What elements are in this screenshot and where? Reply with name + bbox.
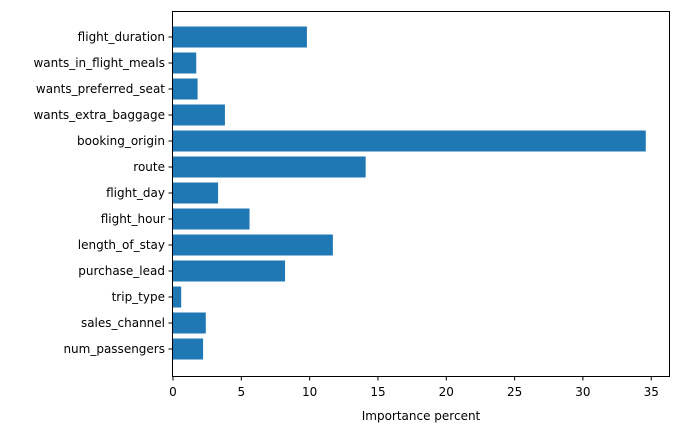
bar-flight-day bbox=[173, 182, 219, 204]
y-tick-label-flight-day: flight_day bbox=[106, 186, 165, 200]
y-tick-label-flight-hour: flight_hour bbox=[101, 212, 165, 226]
bar-wants-in-flight-meals bbox=[173, 52, 197, 74]
y-tick-label-route: route bbox=[133, 160, 165, 174]
x-tick-label-5: 5 bbox=[237, 385, 245, 399]
y-tick-label-flight-duration: flight_duration bbox=[78, 30, 165, 44]
plot-frame bbox=[172, 11, 670, 377]
x-axis-label: Importance percent bbox=[362, 409, 481, 423]
y-tick-label-booking-origin: booking_origin bbox=[77, 134, 165, 148]
y-axis-ticks: flight_duration wants_in_flight_mealswant… bbox=[33, 30, 173, 356]
bar-flight-hour bbox=[173, 208, 250, 230]
bar-trip-type bbox=[173, 286, 182, 308]
bar-wants-preferred-seat bbox=[173, 78, 198, 100]
x-tick-label-20: 20 bbox=[439, 385, 454, 399]
y-tick-label-length-of-stay: length_of_stay bbox=[78, 238, 165, 252]
bar-wants-extra-baggage bbox=[173, 104, 225, 126]
x-tick-label-10: 10 bbox=[302, 385, 317, 399]
y-tick-label-trip-type: trip_type bbox=[112, 290, 165, 304]
x-axis-ticks: 0 5 10 15 20 25 30 35 bbox=[169, 376, 659, 399]
bar-booking-origin bbox=[173, 130, 646, 152]
x-tick-label-35: 35 bbox=[644, 385, 659, 399]
y-tick-label-wants-in-flight-meals: wants_in_flight_meals bbox=[33, 56, 165, 70]
x-tick-label-25: 25 bbox=[507, 385, 522, 399]
y-tick-label-sales-channel: sales_channel bbox=[81, 316, 165, 330]
x-tick-label-0: 0 bbox=[169, 385, 177, 399]
y-tick-label-wants-preferred-seat: wants_preferred_seat bbox=[36, 82, 165, 96]
x-tick-label-30: 30 bbox=[575, 385, 590, 399]
bar-length-of-stay bbox=[173, 234, 333, 256]
bar-route bbox=[173, 156, 366, 178]
y-tick-label-wants-extra-baggage: wants_extra_baggage bbox=[33, 108, 165, 122]
y-tick-label-purchase-lead: purchase_lead bbox=[78, 264, 165, 278]
bar-purchase-lead bbox=[173, 260, 286, 282]
bar-num-passengers bbox=[173, 338, 204, 360]
x-tick-label-15: 15 bbox=[370, 385, 385, 399]
bar-sales-channel bbox=[173, 312, 206, 334]
bars-group bbox=[173, 26, 646, 360]
y-tick-label-num-passengers: num_passengers bbox=[63, 342, 165, 356]
bar-flight-duration bbox=[173, 26, 307, 48]
